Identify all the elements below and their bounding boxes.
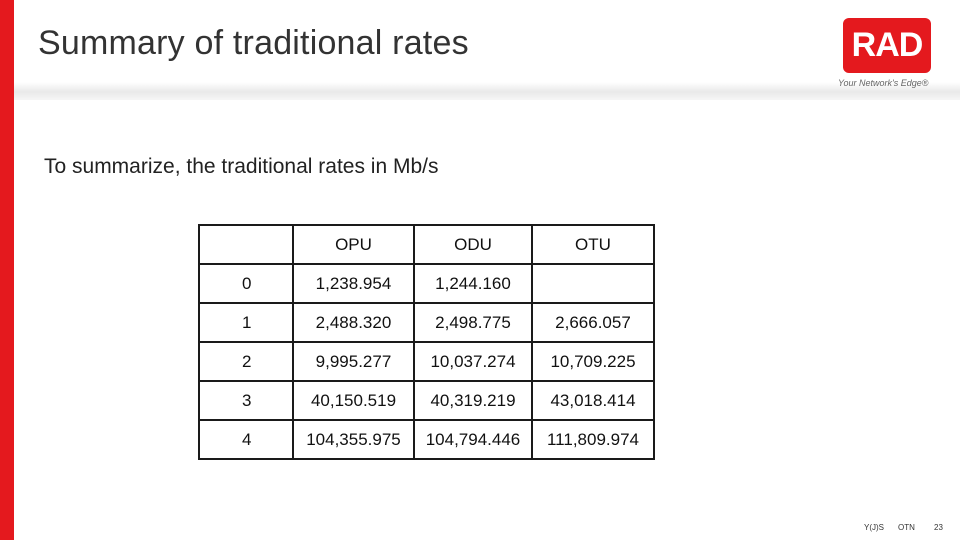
table-row: 0 1,238.954 1,244.160: [198, 263, 655, 304]
header-cell-otu: OTU: [531, 224, 655, 265]
opu-cell: 1,238.954: [292, 263, 415, 304]
table-row: 2 9,995.277 10,037.274 10,709.225: [198, 341, 655, 382]
header-band: [14, 0, 960, 100]
table-row: 4 104,355.975 104,794.446 111,809.974: [198, 419, 655, 460]
row-index-cell: 1: [198, 302, 294, 343]
opu-cell: 9,995.277: [292, 341, 415, 382]
otu-cell: 10,709.225: [531, 341, 655, 382]
footer-topic: OTN: [898, 523, 915, 532]
logo-text: RAD: [851, 26, 924, 64]
odu-cell: 104,794.446: [413, 419, 533, 460]
otu-cell: [531, 263, 655, 304]
logo-tagline: Your Network's Edge®: [838, 78, 929, 88]
row-index-cell: 2: [198, 341, 294, 382]
row-index-cell: 3: [198, 380, 294, 421]
opu-cell: 40,150.519: [292, 380, 415, 421]
otu-cell: 111,809.974: [531, 419, 655, 460]
odu-cell: 1,244.160: [413, 263, 533, 304]
header-cell-empty: [198, 224, 294, 265]
slide-title: Summary of traditional rates: [38, 24, 469, 62]
footer-author: Y(J)S: [864, 523, 884, 532]
opu-cell: 104,355.975: [292, 419, 415, 460]
odu-cell: 10,037.274: [413, 341, 533, 382]
rates-table: OPU ODU OTU 0 1,238.954 1,244.160 1 2,48…: [198, 224, 655, 460]
row-index-cell: 0: [198, 263, 294, 304]
otu-cell: 43,018.414: [531, 380, 655, 421]
left-accent-bar: [0, 0, 14, 540]
table-header-row: OPU ODU OTU: [198, 224, 655, 265]
table-row: 3 40,150.519 40,319.219 43,018.414: [198, 380, 655, 421]
header-cell-odu: ODU: [413, 224, 533, 265]
table-row: 1 2,488.320 2,498.775 2,666.057: [198, 302, 655, 343]
odu-cell: 40,319.219: [413, 380, 533, 421]
footer-page-number: 23: [934, 523, 943, 532]
row-index-cell: 4: [198, 419, 294, 460]
rad-logo: RAD: [843, 18, 931, 73]
otu-cell: 2,666.057: [531, 302, 655, 343]
odu-cell: 2,498.775: [413, 302, 533, 343]
header-cell-opu: OPU: [292, 224, 415, 265]
slide-subtitle: To summarize, the traditional rates in M…: [44, 155, 439, 178]
opu-cell: 2,488.320: [292, 302, 415, 343]
